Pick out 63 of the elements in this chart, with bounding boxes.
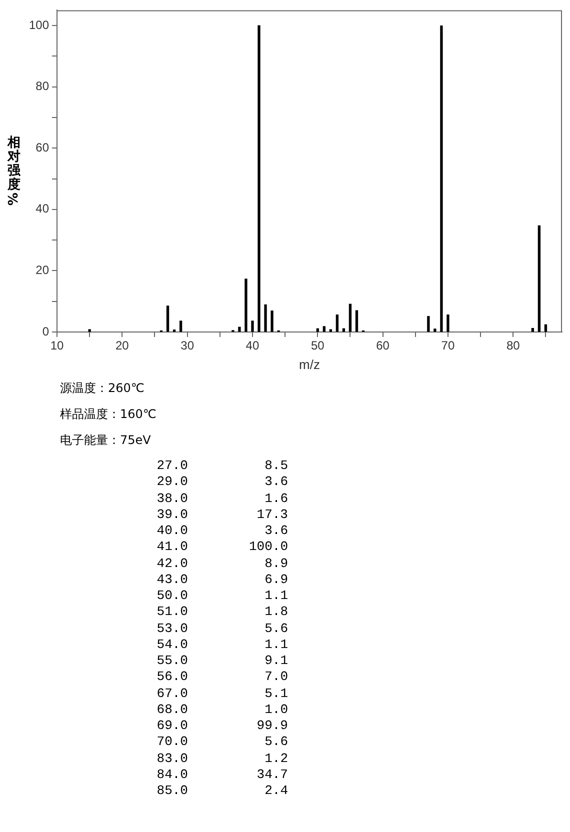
bar [244,278,248,332]
bar [258,25,260,332]
bar [316,328,319,332]
text: 41.0 100.0 [156,539,288,554]
bar [336,314,339,332]
bar [355,310,358,332]
bar [531,328,534,332]
text: 27.0 8.5 [156,458,288,473]
x-tick-label: 80 [506,338,520,353]
y-tick-label: 0 [42,324,50,338]
y-tick-label: 60 [36,140,50,154]
y-tick-label: 100 [28,18,50,32]
text: 39.0 17.3 [156,506,288,522]
bar [322,326,326,332]
text: 29.0 3.6 [156,474,288,490]
bar [238,326,241,332]
text: 85.0 2.4 [156,783,288,798]
bar [440,26,443,332]
text: 电子能量：75eV [60,432,151,449]
text: 40.0 3.6 [156,523,288,538]
x-tick-label: 60 [376,338,390,353]
text: 38.0 1.6 [156,490,288,506]
y-tick-label: 80 [36,79,50,94]
x-axis-title: m/z [299,356,320,372]
text: 43.0 6.9 [156,572,288,587]
text: 51.0 1.8 [156,604,288,620]
text: 68.0 1.0 [156,702,288,717]
bar [427,316,430,332]
bar [342,328,346,332]
bar [179,320,182,332]
x-tick-label: 70 [441,338,455,353]
text: 55.0 9.1 [156,653,288,668]
x-tick-label: 30 [180,338,194,353]
text: 样品温度：160℃ [60,406,156,423]
text: 54.0 1.1 [156,636,288,652]
bar [434,328,436,332]
bar [270,310,274,332]
text: 56.0 7.0 [156,669,288,684]
y-axis-title: 相对强度% [6,135,22,206]
x-tick-label: 10 [50,338,64,353]
text: 42.0 8.9 [156,556,288,570]
y-tick-label: 40 [36,202,50,216]
text: 83.0 1.2 [156,750,288,766]
text: 源温度：260℃ [60,380,144,397]
bar [166,306,170,332]
text: 84.0 34.7 [156,766,288,782]
x-tick-label: 40 [246,338,260,353]
x-tick-label: 50 [310,338,325,353]
bar [251,320,254,332]
bar [348,304,352,332]
text: 67.0 5.1 [156,686,288,700]
bar [88,329,91,332]
text: 69.0 99.9 [156,718,288,733]
bar [538,225,541,332]
text: 50.0 1.1 [156,588,288,603]
bar [264,304,267,332]
bar [446,314,450,332]
x-tick-label: 20 [115,338,130,353]
text: 53.0 5.6 [156,620,288,636]
text: 70.0 5.6 [156,734,288,750]
bar [329,329,332,332]
y-tick-label: 20 [36,263,50,278]
bar [544,324,548,332]
